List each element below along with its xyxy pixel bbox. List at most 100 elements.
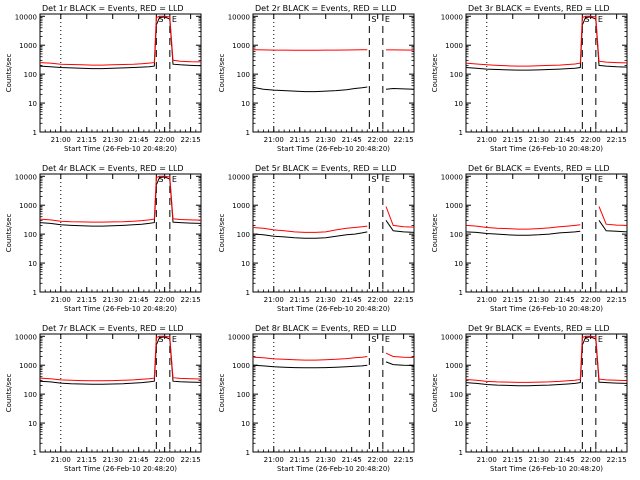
x-tick-label: 22:00 — [155, 296, 175, 304]
panel-title: Det 9r BLACK = Events, RED = LLD — [468, 324, 610, 333]
x-tick-label: 21:00 — [264, 136, 284, 144]
x-tick-label: 21:00 — [51, 456, 71, 464]
y-tick-label: 100 — [237, 231, 250, 239]
x-tick-label: 21:45 — [129, 296, 149, 304]
detector-panel-2: Det 2r BLACK = Events, RED = LLD 1 10 100 10… — [218, 4, 415, 153]
x-tick-label: 22:15 — [607, 136, 627, 144]
x-axis-label: Start Time (26-Feb-10 20:48:20) — [490, 145, 603, 153]
detector-panel-8: Det 8r BLACK = Events, RED = LLD 1 10 100 10… — [218, 324, 415, 473]
y-tick-label: 100 — [237, 391, 250, 399]
x-tick-label: 21:00 — [477, 456, 497, 464]
y-axis-label: Counts/sec — [5, 214, 13, 253]
series-lld-line — [466, 335, 627, 383]
y-tick-label: 10000 — [441, 13, 463, 21]
plot-frame — [252, 13, 415, 133]
plot-frame — [465, 173, 628, 293]
y-tick-label: 10000 — [228, 13, 250, 21]
x-tick-label: 22:00 — [368, 456, 388, 464]
x-tick-label: 21:45 — [342, 296, 362, 304]
start-mark: S — [584, 15, 589, 24]
y-tick-label: 1 — [33, 129, 37, 137]
y-tick-label: 1 — [33, 449, 37, 457]
x-tick-label: 22:00 — [581, 136, 601, 144]
detector-panel-3: Det 3r BLACK = Events, RED = LLD 1 10 100 10… — [431, 4, 628, 153]
series-lld-line — [466, 15, 627, 67]
x-tick-label: 21:00 — [477, 296, 497, 304]
series-lld-line — [253, 206, 414, 233]
y-tick-label: 1 — [246, 129, 250, 137]
x-tick-label: 22:15 — [607, 456, 627, 464]
x-tick-label: 21:30 — [316, 296, 336, 304]
x-tick-label: 21:45 — [555, 136, 575, 144]
y-tick-label: 100 — [24, 391, 37, 399]
x-tick-label: 22:15 — [607, 296, 627, 304]
start-mark: S — [158, 15, 163, 24]
x-axis-label: Start Time (26-Feb-10 20:48:20) — [277, 305, 390, 313]
y-tick-label: 100 — [24, 71, 37, 79]
x-tick-label: 21:15 — [503, 136, 523, 144]
x-tick-label: 22:00 — [155, 136, 175, 144]
x-tick-label: 21:30 — [103, 136, 123, 144]
y-axis-label: Counts/sec — [431, 54, 439, 93]
end-mark: E — [598, 175, 603, 184]
series-lld-line — [253, 352, 414, 361]
x-tick-label: 22:15 — [394, 136, 414, 144]
x-tick-label: 21:30 — [316, 136, 336, 144]
end-mark: E — [385, 175, 390, 184]
x-tick-label: 22:00 — [581, 456, 601, 464]
y-tick-label: 10000 — [15, 173, 37, 181]
x-tick-label: 21:45 — [129, 456, 149, 464]
x-tick-label: 21:00 — [264, 296, 284, 304]
y-tick-label: 1000 — [232, 42, 250, 50]
x-axis-label: Start Time (26-Feb-10 20:48:20) — [490, 305, 603, 313]
x-tick-label: 21:15 — [77, 136, 97, 144]
x-tick-label: 22:00 — [155, 456, 175, 464]
panel-title: Det 3r BLACK = Events, RED = LLD — [468, 4, 610, 13]
x-tick-label: 21:15 — [290, 456, 310, 464]
panel-title: Det 1r BLACK = Events, RED = LLD — [42, 4, 184, 13]
y-tick-label: 100 — [450, 231, 463, 239]
start-mark: S — [158, 335, 163, 344]
panel-title: Det 4r BLACK = Events, RED = LLD — [42, 164, 184, 173]
y-tick-label: 1000 — [19, 42, 37, 50]
y-tick-label: 10 — [241, 420, 250, 428]
plot-frame — [39, 333, 202, 453]
y-tick-label: 1 — [459, 289, 463, 297]
x-axis-label: Start Time (26-Feb-10 20:48:20) — [64, 145, 177, 153]
y-tick-label: 10 — [28, 420, 37, 428]
y-tick-label: 1000 — [445, 202, 463, 210]
x-tick-label: 21:45 — [555, 296, 575, 304]
plot-frame — [39, 173, 202, 293]
x-tick-label: 22:15 — [181, 136, 201, 144]
series-events-line — [466, 336, 627, 387]
end-mark: E — [172, 175, 177, 184]
end-mark: E — [172, 335, 177, 344]
detector-panel-7: Det 7r BLACK = Events, RED = LLD 1 10 100 10… — [5, 324, 202, 473]
plot-frame — [252, 173, 415, 293]
y-tick-label: 10000 — [15, 333, 37, 341]
x-axis-label: Start Time (26-Feb-10 20:48:20) — [277, 465, 390, 473]
detector-panel-4: Det 4r BLACK = Events, RED = LLD 1 10 100 10… — [5, 164, 202, 313]
y-tick-label: 10 — [28, 260, 37, 268]
y-tick-label: 10000 — [441, 333, 463, 341]
series-events-line — [253, 220, 414, 239]
x-axis-label: Start Time (26-Feb-10 20:48:20) — [64, 465, 177, 473]
y-tick-label: 1000 — [445, 362, 463, 370]
y-tick-label: 10 — [241, 100, 250, 108]
y-tick-label: 1 — [246, 449, 250, 457]
y-tick-label: 1000 — [232, 202, 250, 210]
series-lld-line — [40, 335, 201, 382]
end-mark: E — [385, 15, 390, 24]
start-mark: S — [584, 335, 589, 344]
series-events-line — [253, 86, 414, 93]
x-tick-label: 22:00 — [581, 296, 601, 304]
x-tick-label: 21:15 — [77, 456, 97, 464]
end-mark: E — [598, 15, 603, 24]
plot-frame — [465, 13, 628, 133]
plot-frame — [252, 333, 415, 453]
y-tick-label: 1000 — [232, 362, 250, 370]
series-events-line — [466, 220, 627, 236]
x-tick-label: 21:00 — [51, 136, 71, 144]
detector-panel-9: Det 9r BLACK = Events, RED = LLD 1 10 100 10… — [431, 324, 628, 473]
x-tick-label: 22:00 — [368, 136, 388, 144]
